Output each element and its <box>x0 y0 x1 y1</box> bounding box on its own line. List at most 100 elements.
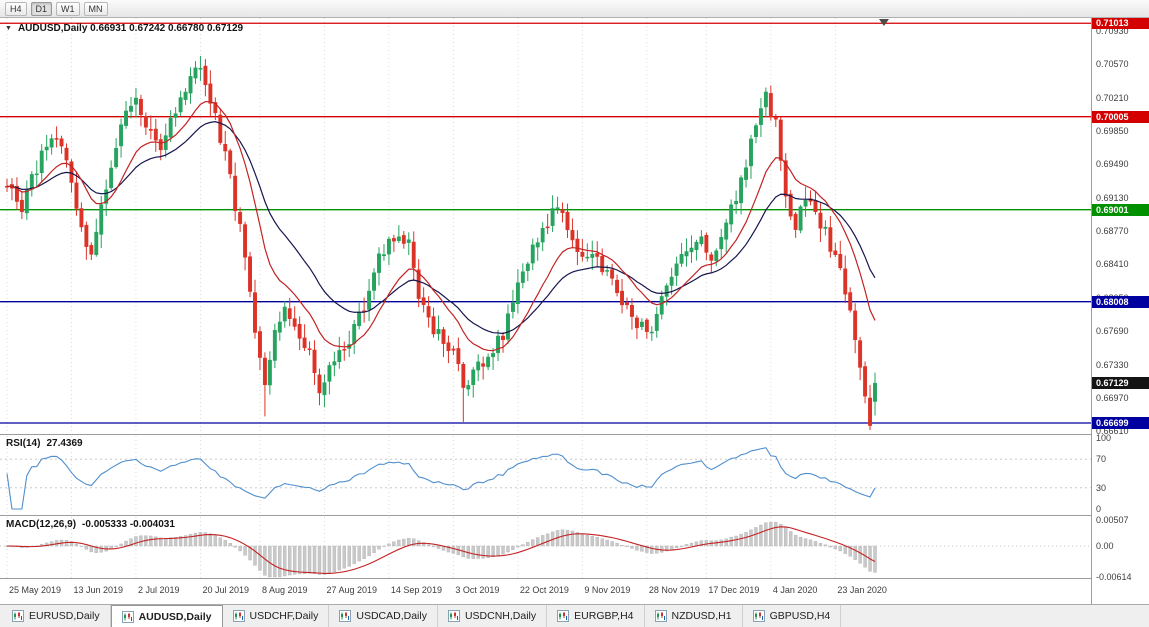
macd-histogram-bar <box>372 545 376 553</box>
macd-histogram-bar <box>506 545 510 553</box>
macd-histogram-bar <box>273 545 277 578</box>
chart-tab-gbpusd-h4[interactable]: GBPUSD,H4 <box>743 605 842 627</box>
panel-separator[interactable] <box>0 434 1149 435</box>
candle-body <box>396 236 401 241</box>
candle-body <box>739 177 744 204</box>
candle-body <box>94 231 99 255</box>
main-chart-canvas[interactable] <box>0 18 1092 434</box>
candle-body <box>744 167 748 180</box>
candle-body <box>679 253 684 264</box>
macd-histogram-bar <box>134 536 138 547</box>
timeframe-button-d1[interactable]: D1 <box>30 1 53 16</box>
chart-tab-nzdusd-h1[interactable]: NZDUSD,H1 <box>645 605 743 627</box>
chart-icon <box>557 610 570 622</box>
candle-body <box>674 263 679 276</box>
time-axis[interactable]: 25 May 2019 13 Jun 2019 2 Jul 2019 20 Jul 2… <box>0 579 1092 604</box>
candle-body <box>99 204 104 235</box>
chart-tab-usdcad-daily[interactable]: USDCAD,Daily <box>329 605 438 627</box>
candle-body <box>198 68 203 70</box>
macd-histogram-bar <box>302 545 307 574</box>
macd-histogram-bar <box>739 533 743 547</box>
candle-body <box>639 321 644 328</box>
candle-body <box>481 363 486 367</box>
macd-histogram-bar <box>436 545 441 549</box>
macd-histogram-bar <box>69 541 74 547</box>
candle-body <box>768 93 773 118</box>
macd-signal-line <box>6 526 876 574</box>
ma-slow-line <box>6 121 876 335</box>
candle-body <box>372 272 376 291</box>
macd-histogram-bar <box>664 545 669 552</box>
candle-body <box>238 212 243 224</box>
candle-body <box>550 208 555 226</box>
panel-separator[interactable] <box>0 578 1149 579</box>
candle-body <box>461 363 466 388</box>
chart-tab-label: USDCAD,Daily <box>356 610 427 622</box>
candle-body <box>704 235 709 253</box>
rsi-indicator-canvas[interactable] <box>0 436 1092 515</box>
candle-body <box>262 357 267 386</box>
macd-histogram-bar <box>818 543 823 547</box>
candle-body <box>317 374 322 394</box>
panel-separator[interactable] <box>0 515 1149 516</box>
macd-histogram-bar <box>317 545 322 575</box>
candle-body <box>719 237 724 250</box>
macd-histogram-bar <box>297 545 302 575</box>
macd-histogram-bar <box>788 531 793 547</box>
chart-tab-eurgbp-h4[interactable]: EURGBP,H4 <box>547 605 645 627</box>
chart-title: ▼ AUDUSD,Daily 0.66931 0.67242 0.66780 0… <box>5 23 243 34</box>
chart-tab-usdcnh-daily[interactable]: USDCNH,Daily <box>438 605 548 627</box>
timeframe-button-h4[interactable]: H4 <box>5 1 27 16</box>
candle-body <box>615 279 620 294</box>
macd-histogram-bar <box>307 545 312 574</box>
candle-body <box>868 397 872 426</box>
candle-body <box>84 224 89 247</box>
macd-histogram-bar <box>476 545 480 559</box>
candle-body <box>188 76 193 94</box>
macd-histogram-bar <box>149 535 153 547</box>
timeframe-button-mn[interactable]: MN <box>83 1 108 16</box>
candle-body <box>625 302 629 306</box>
macd-histogram-bar <box>833 545 838 550</box>
macd-histogram-bar <box>357 545 361 562</box>
macd-histogram-bar <box>243 545 247 556</box>
collapse-triangle-icon[interactable]: ▼ <box>5 25 12 32</box>
candle-body <box>828 227 833 252</box>
macd-histogram-bar <box>744 532 748 547</box>
candle-body <box>471 369 476 385</box>
macd-histogram-bar <box>645 545 649 553</box>
macd-histogram-bar <box>540 535 545 547</box>
price-level-label: 0.66699 <box>1092 416 1149 429</box>
macd-histogram-bar <box>828 545 833 548</box>
macd-indicator-canvas[interactable] <box>0 517 1092 578</box>
macd-histogram-bar <box>322 545 327 575</box>
macd-histogram-bar <box>501 545 505 555</box>
macd-histogram-bar <box>94 545 98 554</box>
macd-histogram-bar <box>178 536 183 547</box>
macd-histogram-bar <box>44 542 49 547</box>
scale-tick-label: 0.00507 <box>1096 515 1129 526</box>
price-scale[interactable]: 0.70930 0.70570 0.70210 0.69850 0.69490 0.691… <box>1092 17 1149 582</box>
chart-tab-audusd-daily[interactable]: AUDUSD,Daily <box>110 605 223 627</box>
chart-tab-usdchf-daily[interactable]: USDCHF,Daily <box>223 605 330 627</box>
candle-body <box>282 306 287 322</box>
time-axis-label: 20 Jul 2019 <box>202 585 249 595</box>
chart-tab-label: GBPUSD,H4 <box>769 610 831 622</box>
candle-body <box>565 211 570 231</box>
candle-body <box>302 337 307 349</box>
chart-tab-eurusd-daily[interactable]: EURUSD,Daily <box>2 605 111 627</box>
timeframe-button-w1[interactable]: W1 <box>56 1 80 16</box>
candle-body <box>689 247 694 253</box>
candle-body <box>258 331 262 358</box>
chart-shift-icon[interactable] <box>878 19 889 26</box>
macd-histogram-bar <box>560 529 565 547</box>
macd-name: MACD(12,26,9) <box>6 519 77 530</box>
candle-body <box>79 208 84 228</box>
candle-body <box>292 318 297 327</box>
candle-body <box>466 385 471 390</box>
scale-tick-label: 0.68770 <box>1096 226 1129 237</box>
candle-body <box>754 125 758 137</box>
time-axis-label: 4 Jan 2020 <box>772 585 818 595</box>
macd-histogram-bar <box>858 545 862 564</box>
macd-histogram-bar <box>704 540 709 547</box>
